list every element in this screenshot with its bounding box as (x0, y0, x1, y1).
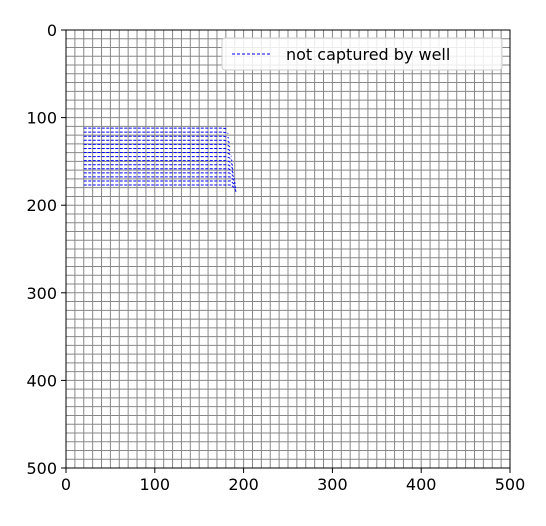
legend: not captured by well (221, 37, 503, 71)
grid (65, 29, 511, 469)
y-tick-label: 0 (47, 21, 57, 40)
pathline (83, 127, 228, 130)
pathline (83, 160, 234, 166)
y-tick-label: 300 (26, 284, 57, 303)
pathline (83, 135, 230, 139)
pathline (83, 172, 236, 180)
y-tick-label: 100 (26, 109, 57, 128)
series-not-captured-by-well (83, 127, 237, 194)
x-axis: 0 100 200 300 400 500 (61, 468, 525, 494)
x-tick-label: 200 (228, 475, 259, 494)
pathline (83, 152, 232, 157)
plot-frame (65, 29, 511, 469)
x-tick-label: 0 (61, 475, 71, 494)
pathline (83, 168, 235, 175)
pathline (83, 164, 234, 171)
pathline (83, 184, 237, 194)
pathline (83, 139, 230, 144)
y-axis: 0 100 200 300 400 500 (26, 21, 66, 478)
x-tick-label: 100 (140, 475, 171, 494)
y-tick-label: 400 (26, 371, 57, 390)
pathline (83, 143, 231, 148)
y-tick-label: 200 (26, 196, 57, 215)
pathline (83, 147, 232, 153)
legend-box (221, 37, 503, 71)
pathline (83, 180, 237, 189)
pathline (83, 156, 233, 162)
x-tick-label: 400 (406, 475, 437, 494)
y-tick-label: 500 (26, 459, 57, 478)
x-tick-label: 500 (495, 475, 526, 494)
pathline (83, 176, 236, 184)
pathline (83, 131, 229, 135)
x-tick-label: 300 (317, 475, 348, 494)
legend-label: not captured by well (286, 45, 450, 64)
